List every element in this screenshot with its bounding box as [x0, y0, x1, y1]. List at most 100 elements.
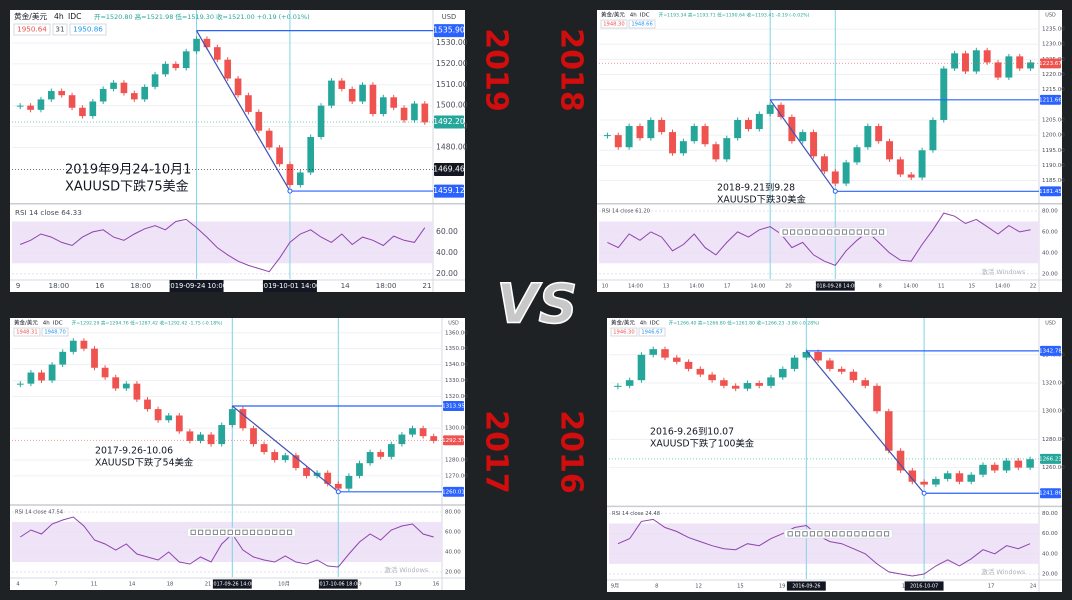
x-tick-label: 21 [205, 582, 212, 588]
x-highlight [212, 579, 252, 589]
x-highlight [169, 280, 224, 292]
price-box [69, 23, 107, 36]
candle [110, 82, 117, 89]
candle [245, 95, 252, 112]
toolbar-icon [198, 529, 204, 535]
candle [614, 385, 622, 387]
candle [967, 474, 975, 482]
x-tick-label: 14 [341, 281, 351, 290]
level-tag-label: 1181.45 [1039, 189, 1062, 195]
candle [303, 467, 310, 476]
candle [962, 53, 969, 72]
price-box-label: 1946.30 [613, 330, 634, 336]
candle [658, 119, 666, 133]
candle [27, 105, 34, 110]
candle [886, 141, 893, 160]
x-tick-label: 17 [724, 284, 731, 290]
candle [356, 463, 363, 476]
candle [130, 93, 138, 100]
candle [47, 91, 55, 100]
price-box [52, 23, 68, 36]
price-tag [434, 115, 464, 129]
candle [896, 450, 905, 471]
candle [820, 156, 828, 172]
level-tag [1040, 94, 1061, 105]
x-tick-label: 16 [95, 281, 105, 290]
candle [614, 135, 622, 148]
toolbar-icon [849, 229, 855, 235]
toolbar-icon [804, 229, 810, 235]
candle [421, 103, 429, 123]
price-tag-label: 1266.23 [1039, 456, 1062, 462]
trend-handle [832, 188, 838, 194]
vs-mark: VS [496, 272, 578, 337]
toolbar-icon [279, 529, 285, 535]
candle [907, 174, 915, 178]
candle [647, 119, 655, 139]
price-box [13, 23, 51, 36]
candle [708, 374, 716, 381]
y-tick-label: 1520.00 [436, 59, 468, 68]
candle [940, 68, 948, 120]
y-tick-label: 1500.00 [436, 101, 468, 110]
x-tick-label: 4 [16, 582, 19, 588]
candle [1005, 56, 1013, 78]
candle [328, 80, 335, 106]
x-tick-label: 16 [433, 582, 440, 588]
x-tick-label: 15 [969, 284, 976, 290]
annotation: 2018-9.21到9.28 [717, 182, 795, 194]
candle [16, 383, 24, 385]
x-tick-label: 11 [91, 582, 98, 588]
x-highlight-label: 2019-09-24 10:00 [166, 282, 227, 290]
toolbar-icon [876, 531, 882, 537]
y-tick-label: 1235.00 [1042, 27, 1065, 33]
x-tick-label: 17 [988, 584, 995, 590]
candle [276, 147, 283, 165]
candle [224, 59, 232, 79]
symbol: 黄金/美元 [601, 11, 625, 19]
x-tick-label: 20 [785, 284, 792, 290]
candle [234, 78, 242, 96]
price-box-label: 1948.70 [44, 330, 65, 336]
rsi-tick-label: 60.00 [436, 227, 458, 236]
y-tick-label: 1340.00 [445, 362, 468, 368]
toolbar-icon [824, 531, 830, 537]
candle [810, 132, 818, 157]
x-tick-label: 8 [878, 284, 881, 290]
source: IDC [650, 321, 660, 327]
candle [400, 107, 408, 121]
price-box [638, 327, 666, 337]
candle [861, 380, 869, 386]
candle [983, 50, 991, 63]
x-tick-label: 24 [1030, 584, 1037, 590]
candle [701, 126, 709, 145]
candle [317, 105, 325, 137]
x-tick-label: 18:00 [376, 281, 397, 290]
trend-handle [287, 188, 293, 194]
toolbar-icon [861, 531, 867, 537]
toolbar-icon [856, 229, 862, 235]
x-tick-label: 19 [779, 584, 786, 590]
candle [979, 464, 987, 475]
candle [972, 50, 980, 72]
candle [918, 150, 926, 178]
rsi-label: RSI 14 close 61.20 [602, 208, 650, 214]
rsi-band [12, 221, 433, 264]
x-tick-label: 7 [54, 582, 57, 588]
price-box [610, 327, 638, 337]
candle [27, 372, 35, 384]
candle [684, 361, 693, 369]
candle [712, 144, 720, 160]
x-highlight-label: 2019-10-01 14:00 [260, 282, 321, 290]
price-tag [1040, 58, 1061, 69]
candle [1026, 459, 1034, 468]
level-tag-label: 1260.01 [442, 489, 465, 495]
x-tick-label: 10月 [278, 581, 290, 588]
y-tick-label: 1480.00 [436, 142, 468, 151]
y-tick-label: 1330.00 [445, 378, 468, 384]
candle [743, 383, 752, 389]
price-box-label: 31 [55, 25, 64, 34]
x-tick-label: 18 [167, 582, 174, 588]
candle [186, 431, 194, 441]
candle [991, 464, 999, 471]
